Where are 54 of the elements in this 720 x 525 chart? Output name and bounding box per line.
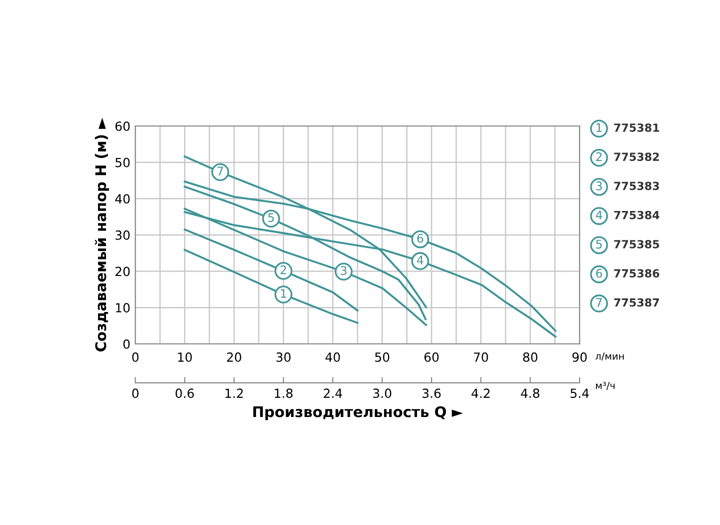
- annotation: 2: [280, 265, 286, 274]
- x-tick-label: 30: [276, 352, 291, 362]
- text: 7: [596, 298, 602, 307]
- text: 1: [596, 123, 602, 132]
- annotation: 4: [416, 256, 424, 264]
- y-tick-label: 50: [116, 158, 130, 168]
- text: 2: [596, 152, 602, 162]
- text: 4: [596, 210, 602, 220]
- x2-tick-label: 1.8: [274, 388, 293, 398]
- legend-label: 775385: [614, 240, 660, 248]
- x-tick-label: 70: [474, 352, 488, 362]
- annotation: 5: [268, 213, 274, 222]
- x2-tick-label: 0.6: [176, 388, 194, 398]
- x-tick-label: 10: [178, 352, 192, 362]
- x-tick-label: 40: [325, 352, 340, 362]
- x-tick-label: 0: [132, 352, 139, 362]
- text: м³/ч: [596, 382, 615, 390]
- y-tick-label: 30: [116, 230, 130, 240]
- y-tick-label: 60: [115, 121, 130, 131]
- x2-tick-label: 5.4: [570, 388, 589, 398]
- x2-tick-label: 2.4: [324, 388, 342, 398]
- line-series: [184, 228, 358, 312]
- x2-tick-label: 0: [132, 388, 139, 398]
- legend-label: 775381: [614, 123, 660, 132]
- line-series: [184, 248, 358, 324]
- y-tick-label: 0: [123, 339, 130, 349]
- x2-tick-label: 4.2: [472, 388, 490, 398]
- annotation: 1: [280, 289, 286, 298]
- text: 5: [596, 240, 602, 249]
- x-axis-title: Производительность Q ►: [253, 406, 463, 420]
- annotation: 6: [417, 234, 424, 243]
- legend-label: 775384: [614, 210, 660, 220]
- annotation: 7: [217, 166, 224, 176]
- annotation: 3: [340, 266, 346, 276]
- legend-label: 775382: [614, 152, 659, 161]
- x2-tick-label: 3.6: [422, 388, 441, 398]
- x-tick-label: 60: [424, 352, 439, 362]
- y-tick-label: 10: [116, 303, 130, 312]
- legend-label: 775383: [614, 182, 659, 190]
- x-tick-label: 50: [375, 352, 390, 362]
- x2-tick-label: 4.8: [520, 388, 540, 398]
- x-tick-label: 80: [523, 352, 538, 362]
- text: 3: [596, 181, 602, 190]
- y-tick-label: 20: [116, 266, 130, 276]
- text: л/мин: [596, 352, 624, 361]
- x-tick-label: 90: [572, 352, 587, 362]
- legend-label: 775386: [614, 269, 660, 278]
- x2-tick-label: 1.2: [226, 388, 243, 398]
- text: 6: [596, 268, 602, 278]
- x-tick-label: 20: [227, 352, 242, 362]
- y-tick-label: 40: [115, 194, 130, 204]
- y-axis-title: Создаваемый напор H (м) ►: [94, 118, 110, 352]
- legend-label: 775387: [614, 298, 659, 307]
- x2-tick-label: 3.0: [373, 388, 392, 398]
